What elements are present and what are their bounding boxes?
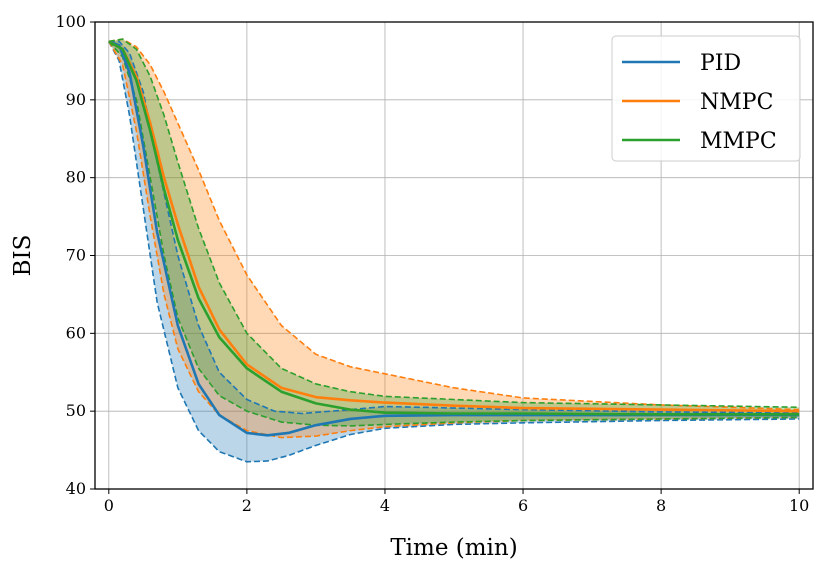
- pid-line: [108, 40, 800, 437]
- y-axis-label: BIS: [10, 235, 36, 277]
- nmpc-upper-bound: [108, 38, 800, 411]
- legend-label-pid: PID: [700, 51, 741, 76]
- x-tick-label: 4: [380, 496, 390, 515]
- y-tick-label: 40: [66, 479, 86, 498]
- legend-label-nmpc: NMPC: [700, 90, 773, 115]
- nmpc-band: [108, 39, 800, 438]
- mean-lines: [108, 40, 800, 437]
- pid-lower-bound: [108, 41, 800, 463]
- x-tick-label: 6: [518, 496, 528, 515]
- nmpc-line: [108, 40, 800, 413]
- x-tick-label: 2: [242, 496, 252, 515]
- y-tick-label: 70: [66, 246, 86, 265]
- mmpc-lower-bound: [108, 40, 800, 427]
- y-tick-label: 90: [66, 90, 86, 109]
- legend-label-mmpc: MMPC: [700, 129, 777, 154]
- bound-lines: [108, 38, 800, 463]
- pid-upper-bound: [108, 40, 800, 415]
- x-tick-label: 10: [789, 496, 809, 515]
- y-tick-label: 50: [66, 401, 86, 420]
- y-tick-label: 60: [66, 323, 86, 342]
- mmpc-line: [108, 40, 800, 416]
- axis-ticks: 0 2 4 6 8 10 40 50 60 70 80 90 100: [55, 12, 809, 515]
- y-tick-label: 80: [66, 168, 86, 187]
- mmpc-upper-bound: [108, 38, 800, 409]
- x-tick-label: 8: [656, 496, 666, 515]
- x-tick-label: 0: [104, 496, 114, 515]
- legend-box: [611, 35, 801, 162]
- legend: PID NMPC MMPC: [611, 35, 801, 162]
- y-tick-label: 100: [55, 12, 86, 31]
- x-axis-label: Time (min): [390, 535, 517, 561]
